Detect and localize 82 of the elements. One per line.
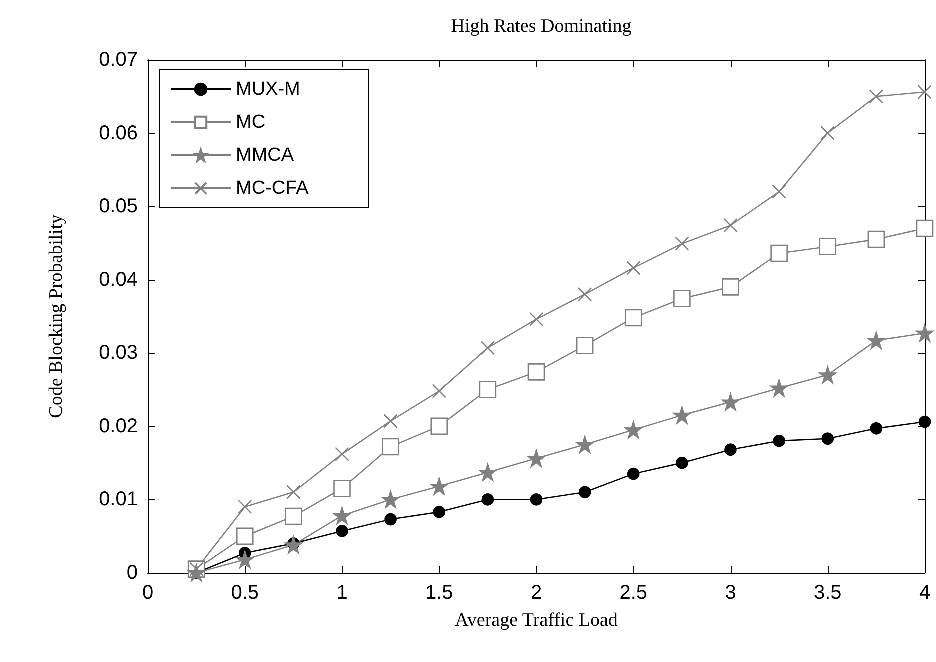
y-tick-label: 0 xyxy=(126,562,138,584)
point xyxy=(819,238,837,256)
point xyxy=(624,421,642,439)
point xyxy=(822,432,834,446)
point xyxy=(236,551,254,568)
point xyxy=(773,434,786,448)
point xyxy=(918,85,932,100)
point xyxy=(285,536,302,554)
point xyxy=(528,364,546,381)
y-tick-label: 0.03 xyxy=(99,342,138,364)
point xyxy=(479,381,497,398)
point xyxy=(480,340,496,356)
point xyxy=(626,260,641,276)
point xyxy=(770,244,788,262)
point xyxy=(868,332,886,350)
point xyxy=(676,456,688,470)
point xyxy=(382,438,400,456)
point xyxy=(433,506,446,518)
point xyxy=(430,478,448,496)
point xyxy=(334,480,351,498)
point xyxy=(576,436,594,454)
y-tick-label: 0.01 xyxy=(99,488,138,511)
point xyxy=(578,287,592,302)
point xyxy=(479,464,497,482)
point xyxy=(285,508,302,526)
point xyxy=(578,486,592,499)
point xyxy=(335,447,350,462)
x-tick-label: 4 xyxy=(919,582,931,604)
point xyxy=(722,278,740,296)
point xyxy=(384,414,398,428)
y-tick-label: 0.04 xyxy=(99,268,138,291)
chart-title: High Rates Dominating xyxy=(451,16,632,37)
point xyxy=(286,485,301,500)
point xyxy=(529,312,544,327)
point xyxy=(724,444,737,456)
y-tick-label: 0.02 xyxy=(99,415,138,438)
x-tick-label: 2 xyxy=(530,582,542,604)
x-axis-title: Average Traffic Load xyxy=(455,610,618,631)
point xyxy=(430,418,448,436)
point xyxy=(627,468,640,480)
point xyxy=(722,394,740,411)
point xyxy=(334,507,351,524)
x-tick-label: 2.5 xyxy=(620,582,648,604)
point xyxy=(675,236,690,252)
point xyxy=(868,230,886,248)
point xyxy=(870,422,883,435)
point xyxy=(236,528,254,546)
point xyxy=(336,525,348,538)
y-tick-label: 0.06 xyxy=(99,122,138,144)
x-tick-label: 1.5 xyxy=(425,582,454,604)
point xyxy=(238,500,252,514)
point xyxy=(918,416,932,428)
point xyxy=(674,406,691,424)
point xyxy=(674,290,691,308)
y-tick-label: 0.05 xyxy=(99,196,138,218)
legend-label: MC-CFA xyxy=(236,178,310,199)
point xyxy=(528,450,546,468)
point xyxy=(384,513,397,526)
legend-label: MC xyxy=(236,112,266,133)
x-tick-label: 1 xyxy=(336,582,348,604)
point xyxy=(916,220,934,238)
point xyxy=(820,126,836,140)
point xyxy=(482,494,494,506)
point xyxy=(576,337,594,354)
point xyxy=(432,384,447,398)
x-tick-label: 0 xyxy=(142,582,154,604)
y-axis-title: Code Blocking Probability xyxy=(46,214,67,418)
point xyxy=(770,380,788,397)
x-tick-label: 3.5 xyxy=(814,582,842,604)
x-tick-label: 3 xyxy=(725,582,736,604)
point xyxy=(724,218,738,233)
point xyxy=(382,491,400,508)
point xyxy=(624,309,642,327)
x-tick-label: 0.5 xyxy=(231,582,260,604)
point xyxy=(772,184,786,200)
y-tick-label: 0.07 xyxy=(99,49,138,71)
point xyxy=(869,89,884,104)
point xyxy=(530,494,543,506)
legend-label: MUX-M xyxy=(236,79,300,100)
legend-label: MMCA xyxy=(236,145,294,166)
point xyxy=(916,324,934,342)
point xyxy=(819,366,837,384)
